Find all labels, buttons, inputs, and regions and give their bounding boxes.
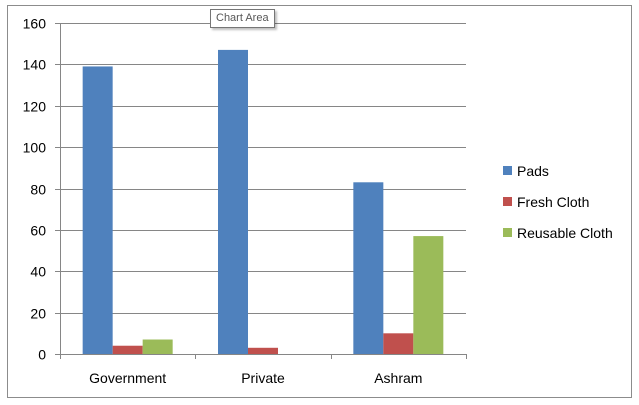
bar-reusable-cloth-government[interactable] xyxy=(142,339,173,354)
legend: Pads Fresh Cloth Reusable Cloth xyxy=(503,163,613,241)
y-tick-label: 0 xyxy=(38,347,46,363)
x-category-label: Government xyxy=(89,370,166,386)
legend-swatch-reusable-cloth xyxy=(503,228,512,237)
y-tick-label: 140 xyxy=(23,57,47,73)
axes xyxy=(55,23,467,359)
x-category-labels: Government Private Ashram xyxy=(89,370,422,386)
chart-area-tooltip: Chart Area xyxy=(210,9,275,28)
y-tick-label: 120 xyxy=(23,99,47,115)
bar-fresh-cloth-private[interactable] xyxy=(248,347,278,354)
bar-fresh-cloth-ashram[interactable] xyxy=(383,333,414,354)
x-category-label: Private xyxy=(241,370,285,386)
y-tick-labels: 0 20 40 60 80 100 120 140 160 xyxy=(23,16,47,363)
bars xyxy=(82,49,444,355)
x-category-label: Ashram xyxy=(374,370,422,386)
legend-swatch-fresh-cloth xyxy=(503,197,512,206)
legend-label: Pads xyxy=(517,163,549,179)
bar-reusable-cloth-ashram[interactable] xyxy=(413,236,444,354)
y-tick-label: 160 xyxy=(23,16,47,32)
legend-swatch-pads xyxy=(503,166,512,175)
bar-pads-private[interactable] xyxy=(218,49,248,355)
bar-pads-government[interactable] xyxy=(82,66,113,354)
y-tick-label: 60 xyxy=(30,223,46,239)
legend-label: Reusable Cloth xyxy=(517,225,613,241)
y-tick-label: 80 xyxy=(30,182,46,198)
y-tick-label: 40 xyxy=(30,264,46,280)
gridlines xyxy=(60,23,466,314)
y-tick-label: 20 xyxy=(30,306,46,322)
y-tick-label: 100 xyxy=(23,140,47,156)
bar-pads-ashram[interactable] xyxy=(353,182,384,354)
bar-fresh-cloth-government[interactable] xyxy=(112,345,143,354)
legend-label: Fresh Cloth xyxy=(517,194,589,210)
